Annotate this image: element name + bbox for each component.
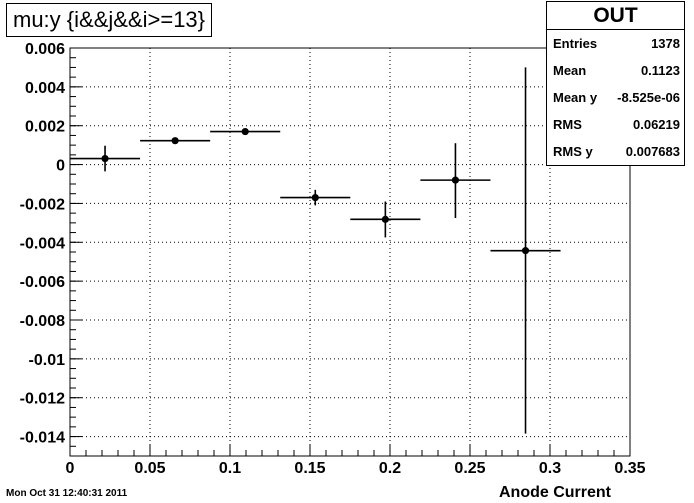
x-tick-label: 0.15 (294, 460, 325, 477)
y-tick-label: -0.004 (20, 235, 65, 252)
data-point (210, 127, 281, 136)
y-tick-label: -0.014 (20, 430, 65, 447)
x-tick-label: 0.35 (614, 460, 645, 477)
stats-label: Mean y (553, 90, 598, 105)
data-point (490, 67, 561, 434)
y-tick-label: -0.002 (20, 196, 65, 213)
data-marker (101, 154, 109, 163)
data-marker (311, 194, 319, 202)
histogram-title: mu:y {i&&j&&i>=13} (6, 3, 213, 37)
y-tick-label: 0.004 (25, 80, 65, 97)
y-tick-label: -0.006 (20, 274, 65, 291)
x-tick-label: 0.2 (379, 460, 401, 477)
y-tick-label: -0.012 (20, 391, 65, 408)
data-points (70, 67, 561, 434)
stats-label: Entries (553, 36, 598, 51)
data-marker (451, 176, 460, 184)
y-tick-label: 0 (56, 158, 65, 175)
axis-tick-labels: 0 0.05 0.1 0.15 0.2 0.25 0.3 0.35 0.006 0.004 0.00… (20, 41, 646, 477)
x-tick-label: 0.05 (134, 460, 165, 477)
x-tick-label: 0.25 (454, 460, 485, 477)
stats-value: 0.1123 (640, 63, 680, 78)
data-point (350, 201, 421, 238)
stats-row-rms: RMS 0.06219 (547, 111, 684, 138)
stats-label: Mean (553, 63, 587, 78)
stats-value: 0.06219 (633, 117, 680, 132)
stats-row-mean: Mean 0.1123 (547, 57, 684, 84)
data-point (280, 189, 351, 206)
y-tick-label: 0.006 (25, 41, 65, 58)
y-tick-label: -0.01 (29, 352, 66, 369)
axis-ticks (69, 47, 631, 457)
data-point (140, 137, 211, 145)
stats-row-rms-y: RMS y 0.007683 (547, 138, 684, 165)
stats-label: RMS y (553, 144, 593, 159)
data-marker (171, 137, 179, 145)
data-marker (381, 215, 389, 223)
stats-row-entries: Entries 1378 (547, 30, 684, 57)
stats-label: RMS (553, 117, 582, 132)
x-tick-label: 0.1 (219, 460, 241, 477)
stats-value: 1378 (651, 36, 680, 51)
stats-row-mean-y: Mean y -8.525e-06 (547, 84, 684, 111)
x-axis-label: Anode Current (499, 484, 611, 501)
histogram-title-text: mu:y {i&&j&&i>=13} (13, 7, 206, 32)
data-marker (521, 247, 530, 255)
stats-box: OUT Entries 1378 Mean 0.1123 Mean y -8.5… (546, 1, 685, 166)
stats-value: -8.525e-06 (617, 90, 680, 105)
x-tick-label: 0 (66, 460, 75, 477)
data-marker (241, 127, 249, 136)
data-point (70, 145, 141, 172)
y-tick-label: -0.008 (20, 313, 65, 330)
timestamp: Mon Oct 31 12:40:31 2011 (6, 488, 128, 499)
stats-box-title: OUT (547, 2, 684, 30)
stats-value: 0.007683 (625, 144, 680, 159)
y-tick-label: 0.002 (25, 119, 65, 136)
data-point (420, 143, 491, 218)
x-tick-label: 0.3 (539, 460, 561, 477)
